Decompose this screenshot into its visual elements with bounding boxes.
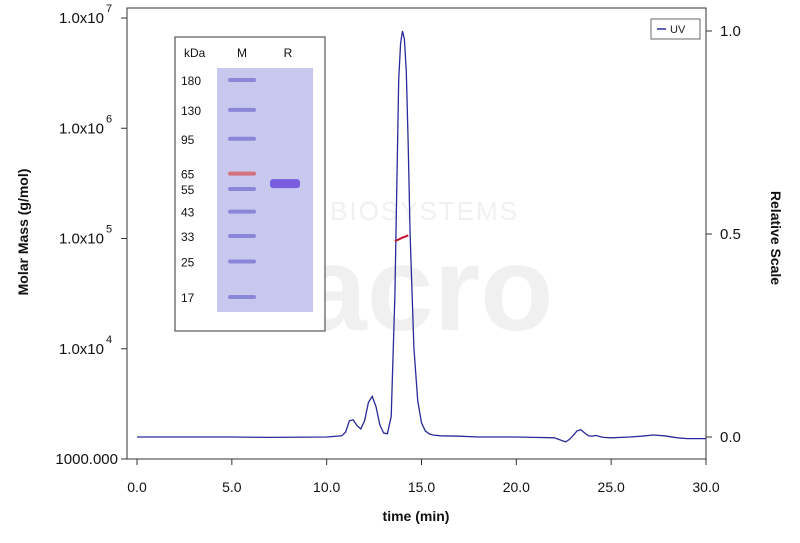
x-tick-label: 20.0 [503, 479, 530, 495]
ladder-band [228, 234, 256, 239]
legend-box [650, 18, 701, 40]
ladder-band [228, 187, 256, 192]
ladder-band [228, 78, 256, 82]
left-tick-label: 1.0x10 [59, 341, 104, 358]
left-tick-label: 1000.000 [55, 451, 118, 468]
ladder-band [228, 295, 256, 299]
uv-series-line [137, 30, 706, 443]
x-axis-title: time (min) [383, 508, 450, 524]
ladder-label: 180 [181, 74, 201, 88]
right-y-axis: 0.0 0.5 1.0 [706, 23, 741, 446]
watermark-text: BIOSYSTEMS [330, 196, 519, 226]
x-tick-label: 15.0 [408, 479, 435, 495]
right-tick-label: 0.5 [720, 226, 741, 243]
left-tick-label: 1.0x10 [59, 120, 104, 137]
left-axis-title: Molar Mass (g/mol) [15, 169, 31, 296]
x-tick-label: 5.0 [222, 479, 242, 495]
right-axis-title: Relative Scale [768, 191, 784, 285]
right-tick-label: 0.0 [720, 429, 741, 446]
gel-kda-header: kDa [184, 46, 206, 60]
left-tick-label: 1.0x10 [59, 10, 104, 27]
gel-marker-header: M [237, 46, 247, 60]
watermark: BIOSYSTEMS acro [300, 196, 553, 356]
gel-sample-band [270, 179, 300, 189]
x-tick-label: 10.0 [313, 479, 340, 495]
left-tick-exponent: 5 [106, 224, 112, 236]
left-tick-exponent: 6 [106, 113, 112, 125]
legend: UV [650, 18, 701, 40]
ladder-label: 65 [181, 168, 195, 182]
ladder-label: 55 [181, 183, 195, 197]
right-tick-label: 1.0 [720, 23, 741, 40]
ladder-band [228, 209, 256, 214]
ladder-band [228, 171, 256, 176]
left-tick-exponent: 7 [106, 3, 112, 15]
gel-sample-header: R [284, 46, 293, 60]
ladder-band [228, 259, 256, 264]
ladder-label: 130 [181, 104, 201, 118]
legend-uv-label: UV [670, 24, 686, 36]
ladder-label: 25 [181, 256, 195, 270]
ladder-label: 17 [181, 291, 195, 305]
x-axis: 0.0 5.0 10.0 15.0 20.0 25.0 30.0 [127, 459, 720, 495]
left-tick-label: 1.0x10 [59, 231, 104, 248]
left-tick-exponent: 4 [106, 334, 112, 346]
ladder-label: 33 [181, 230, 195, 244]
ladder-label: 43 [181, 206, 195, 220]
x-tick-label: 30.0 [692, 479, 719, 495]
ladder-label: 95 [181, 133, 195, 147]
ladder-band [228, 136, 256, 141]
x-tick-label: 25.0 [598, 479, 625, 495]
x-tick-label: 0.0 [127, 479, 147, 495]
ladder-band [228, 107, 256, 112]
molar-mass-series-line [394, 234, 409, 242]
watermark-logo: acro [300, 222, 553, 356]
